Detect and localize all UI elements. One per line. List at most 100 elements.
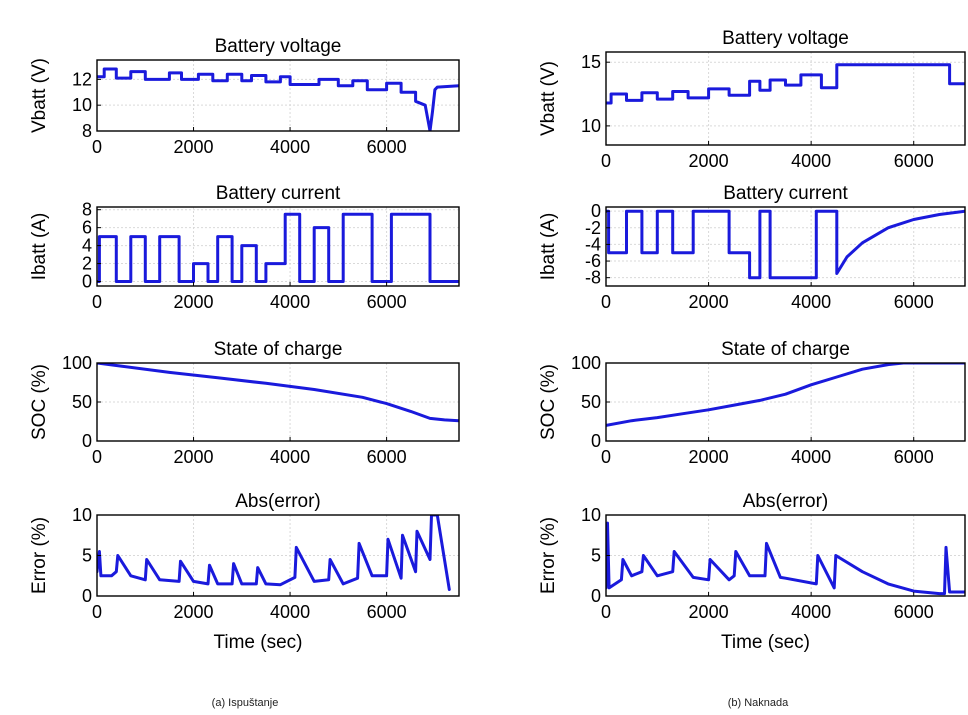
y-tick-label: 12 (72, 69, 92, 89)
x-tick-label: 2000 (174, 292, 214, 312)
chart-title: Abs(error) (235, 491, 321, 512)
x-tick-label: 6000 (894, 151, 934, 171)
chart-panel-b-error: 0 2000 4000 6000 0 5 10 Abs(error) Error (%) Time… (538, 491, 966, 653)
series-line-a-soc (97, 363, 459, 423)
y-tick-label: 5 (82, 546, 92, 566)
y-tick-label: 2 (82, 254, 92, 274)
y-tick-label: 50 (581, 392, 601, 412)
x-tick-label: 0 (92, 137, 102, 157)
y-tick-label: -8 (585, 268, 601, 288)
x-tick-label: 0 (601, 151, 611, 171)
y-tick-label: 0 (591, 201, 601, 221)
series-line-a-error (97, 515, 451, 591)
y-tick-label: 0 (591, 586, 601, 606)
y-tick-label: 10 (72, 505, 92, 525)
series-line-b-current (606, 209, 965, 280)
chart-panel-a-voltage: 0 2000 4000 6000 8 10 12 Battery voltage Vbatt (… (29, 36, 460, 157)
x-tick-label: 0 (601, 292, 611, 312)
series-line-a-current (97, 212, 459, 283)
y-tick-label: -2 (585, 218, 601, 238)
x-tick-label: 2000 (689, 151, 729, 171)
x-tick-label: 4000 (270, 137, 310, 157)
y-tick-label: 0 (82, 586, 92, 606)
y-axis-label: Ibatt (A) (538, 213, 559, 281)
y-tick-label: 0 (82, 431, 92, 451)
x-tick-label: 6000 (367, 447, 407, 467)
x-tick-label: 0 (601, 447, 611, 467)
series-line-a-voltage (97, 67, 459, 131)
y-tick-label: 10 (581, 505, 601, 525)
x-tick-label: 4000 (791, 292, 831, 312)
caption-left: (a) Ispuštanje (212, 697, 279, 709)
y-axis-label: Ibatt (A) (29, 213, 50, 281)
x-tick-label: 2000 (689, 602, 729, 622)
y-tick-label: 8 (82, 200, 92, 220)
y-tick-label: 0 (82, 272, 92, 292)
x-tick-label: 2000 (174, 602, 214, 622)
x-axis-label: Time (sec) (721, 632, 810, 653)
y-axis-label: SOC (%) (29, 364, 50, 440)
x-tick-label: 0 (92, 447, 102, 467)
y-tick-label: 5 (591, 546, 601, 566)
y-tick-label: 4 (82, 236, 92, 256)
plot-area (606, 207, 965, 286)
plot-frame (96, 59, 460, 132)
plot-frame (605, 206, 966, 287)
x-tick-label: 6000 (894, 292, 934, 312)
chart-panel-a-soc: 0 2000 4000 6000 0 50 100 State of charge SOC (%… (29, 339, 460, 467)
chart-title: Battery current (216, 183, 341, 204)
y-axis-label: Error (%) (538, 517, 559, 594)
y-tick-label: 15 (581, 52, 601, 72)
plot-frame (96, 206, 460, 287)
y-tick-label: 50 (72, 392, 92, 412)
chart-title: Battery current (723, 183, 848, 204)
y-tick-label: 0 (591, 431, 601, 451)
y-tick-label: 8 (82, 121, 92, 141)
series-line-b-voltage (606, 63, 965, 105)
caption-right: (b) Naknada (728, 697, 789, 709)
x-tick-label: 4000 (791, 602, 831, 622)
chart-title: Battery voltage (722, 28, 849, 49)
plot-area (606, 515, 965, 596)
x-tick-label: 6000 (367, 137, 407, 157)
chart-title: Battery voltage (215, 36, 342, 57)
chart-panel-a-error: 0 2000 4000 6000 0 5 10 Abs(error) Error (%) Time… (29, 491, 460, 653)
x-tick-label: 4000 (270, 602, 310, 622)
plot-area (606, 363, 965, 441)
x-tick-label: 0 (92, 602, 102, 622)
y-tick-label: -4 (585, 234, 601, 254)
y-axis-label: Error (%) (29, 517, 50, 594)
y-tick-label: 6 (82, 218, 92, 238)
x-tick-label: 4000 (791, 151, 831, 171)
x-tick-label: 2000 (689, 447, 729, 467)
x-tick-label: 6000 (367, 602, 407, 622)
x-tick-label: 2000 (174, 137, 214, 157)
plot-frame (605, 51, 966, 146)
chart-title: State of charge (721, 339, 850, 360)
series-line-b-error (606, 521, 965, 596)
chart-panel-b-soc: 0 2000 4000 6000 0 50 100 State of charge SOC (%… (538, 339, 966, 467)
y-tick-label: 10 (72, 95, 92, 115)
y-axis-label: Vbatt (V) (29, 58, 50, 133)
y-axis-label: Vbatt (V) (538, 61, 559, 136)
y-axis-label: SOC (%) (538, 364, 559, 440)
x-tick-label: 4000 (270, 292, 310, 312)
x-tick-label: 6000 (367, 292, 407, 312)
x-tick-label: 4000 (270, 447, 310, 467)
chart-panel-b-voltage: 0 2000 4000 6000 10 15 Battery voltage Vbatt (V… (538, 28, 966, 171)
chart-title: State of charge (214, 339, 343, 360)
x-tick-label: 0 (601, 602, 611, 622)
x-tick-label: 6000 (894, 447, 934, 467)
y-tick-label: 100 (571, 353, 601, 373)
x-tick-label: 0 (92, 292, 102, 312)
chart-title: Abs(error) (743, 491, 829, 512)
x-tick-label: 2000 (689, 292, 729, 312)
x-tick-label: 4000 (791, 447, 831, 467)
y-tick-label: -6 (585, 251, 601, 271)
x-tick-label: 6000 (894, 602, 934, 622)
y-tick-label: 10 (581, 116, 601, 136)
plot-area (97, 60, 459, 131)
